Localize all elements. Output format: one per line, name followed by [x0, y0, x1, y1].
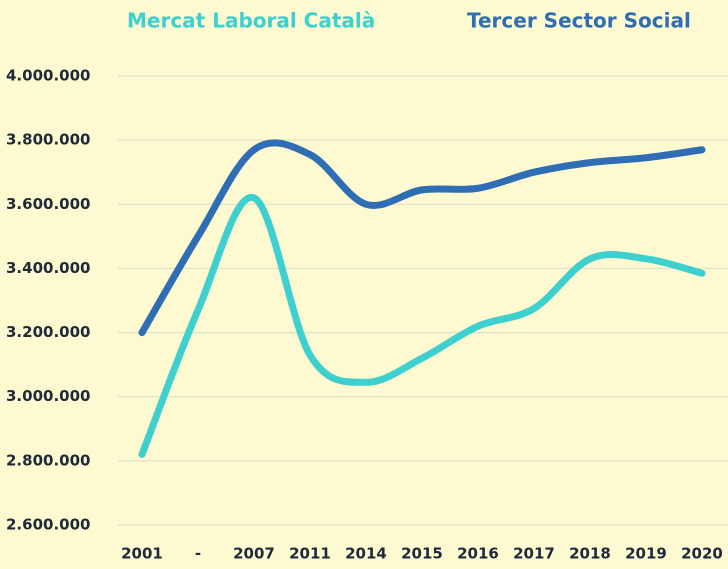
x-tick-label: 2017	[513, 545, 555, 563]
y-tick-label: 4.000.000	[6, 67, 90, 85]
x-tick-label: 2011	[289, 545, 331, 563]
y-tick-label: 2.600.000	[6, 516, 90, 534]
x-tick-label: 2015	[401, 545, 443, 563]
x-tick-label: 2014	[345, 545, 387, 563]
y-tick-label: 3.000.000	[6, 387, 90, 405]
legend-label: Tercer Sector Social	[467, 9, 691, 33]
y-tick-label: 3.400.000	[6, 259, 90, 277]
x-tick-label: 2016	[457, 545, 499, 563]
legend-label: Mercat Laboral Català	[127, 9, 375, 33]
y-tick-label: 3.600.000	[6, 195, 90, 213]
y-tick-label: 2.800.000	[6, 451, 90, 469]
line-series	[138, 194, 706, 458]
x-tick-label: 2020	[681, 545, 723, 563]
y-tick-label: 3.800.000	[6, 131, 90, 149]
y-tick-label: 3.200.000	[6, 323, 90, 341]
x-tick-label: -	[195, 545, 201, 563]
x-tick-label: 2019	[625, 545, 667, 563]
line-series	[138, 139, 706, 337]
x-tick-label: 2001	[121, 545, 163, 563]
x-tick-label: 2018	[569, 545, 611, 563]
x-tick-label: 2007	[233, 545, 275, 563]
